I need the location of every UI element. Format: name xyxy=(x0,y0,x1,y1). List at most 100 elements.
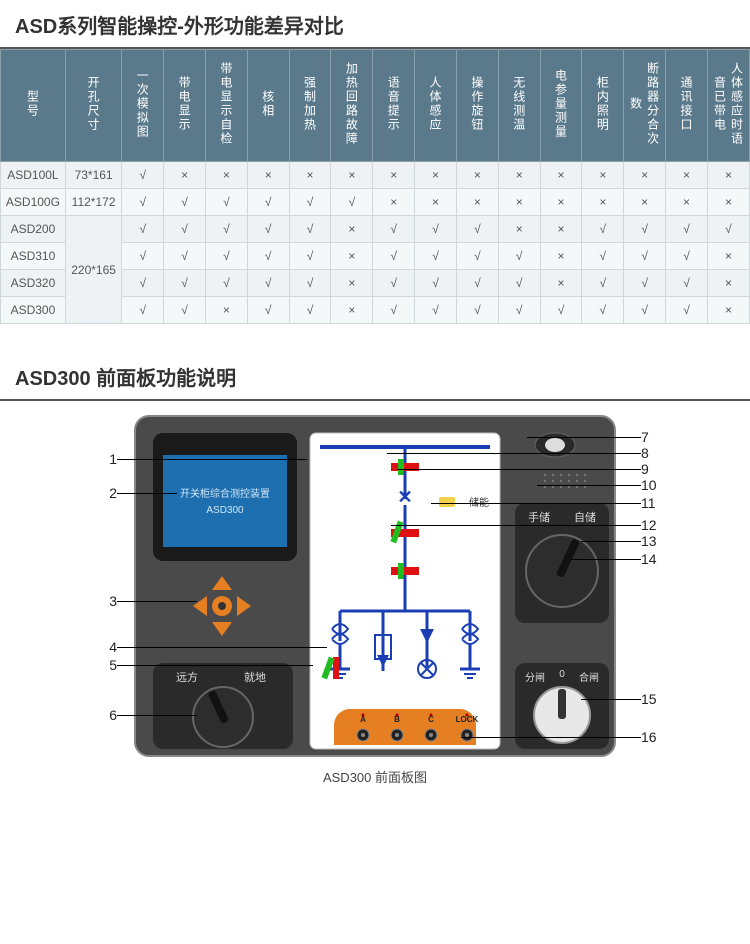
feat-cell: × xyxy=(331,297,373,324)
col-header: 加热回路故障 xyxy=(331,50,373,162)
feat-cell: √ xyxy=(247,270,289,297)
section2-title: ASD300 前面板功能说明 xyxy=(0,352,750,401)
col-header: 人体感应时语音已带电 xyxy=(707,50,749,162)
feat-cell: √ xyxy=(582,270,624,297)
feat-cell: √ xyxy=(498,270,540,297)
feat-cell: × xyxy=(247,162,289,189)
feat-cell: √ xyxy=(666,297,708,324)
feat-cell: √ xyxy=(164,189,206,216)
feat-cell: √ xyxy=(540,297,582,324)
feat-cell: × xyxy=(540,162,582,189)
model-cell: ASD100G xyxy=(1,189,66,216)
feat-cell: √ xyxy=(164,216,206,243)
feat-cell: × xyxy=(582,189,624,216)
feat-cell: √ xyxy=(331,189,373,216)
callout-14: 14 xyxy=(641,551,657,567)
feat-cell: √ xyxy=(415,243,457,270)
col-header: 通讯接口 xyxy=(666,50,708,162)
section1-title: ASD系列智能操控-外形功能差异对比 xyxy=(0,0,750,49)
model-cell: ASD320 xyxy=(1,270,66,297)
col-header: 电参量测量 xyxy=(540,50,582,162)
callout-5: 5 xyxy=(109,657,117,673)
callout-9: 9 xyxy=(641,461,649,477)
svg-text:✕: ✕ xyxy=(397,487,412,507)
callout-11: 11 xyxy=(641,495,656,511)
col-header: 语音提示 xyxy=(373,50,415,162)
col-header: 带电显示 xyxy=(164,50,206,162)
svg-text:自储: 自储 xyxy=(574,510,596,524)
dim-cell: 112*172 xyxy=(65,189,121,216)
feat-cell: × xyxy=(498,162,540,189)
feat-cell: × xyxy=(707,243,749,270)
feat-cell: × xyxy=(205,297,247,324)
feat-cell: √ xyxy=(582,297,624,324)
feat-cell: × xyxy=(707,162,749,189)
feat-cell: × xyxy=(707,189,749,216)
col-header: 核相 xyxy=(247,50,289,162)
svg-text:手储: 手储 xyxy=(528,510,550,524)
model-cell: ASD300 xyxy=(1,297,66,324)
feat-cell: × xyxy=(373,162,415,189)
feat-cell: √ xyxy=(415,270,457,297)
svg-text:远方: 远方 xyxy=(176,670,198,684)
model-cell: ASD310 xyxy=(1,243,66,270)
feat-cell: √ xyxy=(666,216,708,243)
callout-1: 1 xyxy=(109,451,117,467)
feat-cell: √ xyxy=(373,216,415,243)
feat-cell: √ xyxy=(373,270,415,297)
col-header: 型号 xyxy=(1,50,66,162)
feat-cell: √ xyxy=(498,243,540,270)
feat-cell: × xyxy=(415,189,457,216)
feat-cell: × xyxy=(624,189,666,216)
feat-cell: × xyxy=(540,243,582,270)
feat-cell: √ xyxy=(122,162,164,189)
feat-cell: × xyxy=(707,270,749,297)
feat-cell: √ xyxy=(624,270,666,297)
feat-cell: √ xyxy=(582,216,624,243)
dim-cell-merged: 220*165 xyxy=(65,216,121,324)
feat-cell: × xyxy=(498,216,540,243)
feat-cell: √ xyxy=(289,297,331,324)
feat-cell: √ xyxy=(666,243,708,270)
feat-cell: × xyxy=(540,270,582,297)
col-header: 一次模拟图 xyxy=(122,50,164,162)
col-header: 柜内照明 xyxy=(582,50,624,162)
feat-cell: √ xyxy=(205,189,247,216)
dim-cell: 73*161 xyxy=(65,162,121,189)
feat-cell: √ xyxy=(624,243,666,270)
col-header: 断路器分合次数 xyxy=(624,50,666,162)
col-header: 人体感应 xyxy=(415,50,457,162)
feat-cell: √ xyxy=(289,243,331,270)
feat-cell: √ xyxy=(122,297,164,324)
panel-svg: 开关柜综合测控装置ASD300✕储能ABCLOCK手储自储远方就地分闸0合闸 xyxy=(115,411,635,761)
feat-cell: × xyxy=(582,162,624,189)
callout-8: 8 xyxy=(641,445,649,461)
col-header: 强制加热 xyxy=(289,50,331,162)
feat-cell: √ xyxy=(624,216,666,243)
feat-cell: × xyxy=(331,216,373,243)
callout-3: 3 xyxy=(109,593,117,609)
feat-cell: √ xyxy=(247,243,289,270)
feat-cell: √ xyxy=(666,270,708,297)
svg-text:合闸: 合闸 xyxy=(579,671,599,684)
callout-13: 13 xyxy=(641,533,657,549)
panel-caption: ASD300 前面板图 xyxy=(0,767,750,786)
feat-cell: √ xyxy=(247,297,289,324)
feat-cell: × xyxy=(331,162,373,189)
feat-cell: √ xyxy=(289,189,331,216)
feat-cell: √ xyxy=(247,216,289,243)
feat-cell: √ xyxy=(498,297,540,324)
col-header: 操作旋钮 xyxy=(456,50,498,162)
feat-cell: √ xyxy=(289,216,331,243)
feat-cell: × xyxy=(331,243,373,270)
model-cell: ASD100L xyxy=(1,162,66,189)
feat-cell: × xyxy=(373,189,415,216)
feat-cell: √ xyxy=(582,243,624,270)
feat-cell: √ xyxy=(373,297,415,324)
callout-2: 2 xyxy=(109,485,117,501)
feat-cell: × xyxy=(289,162,331,189)
feat-cell: × xyxy=(707,297,749,324)
feat-cell: √ xyxy=(624,297,666,324)
feat-cell: √ xyxy=(122,189,164,216)
svg-text:分闸: 分闸 xyxy=(525,671,545,684)
